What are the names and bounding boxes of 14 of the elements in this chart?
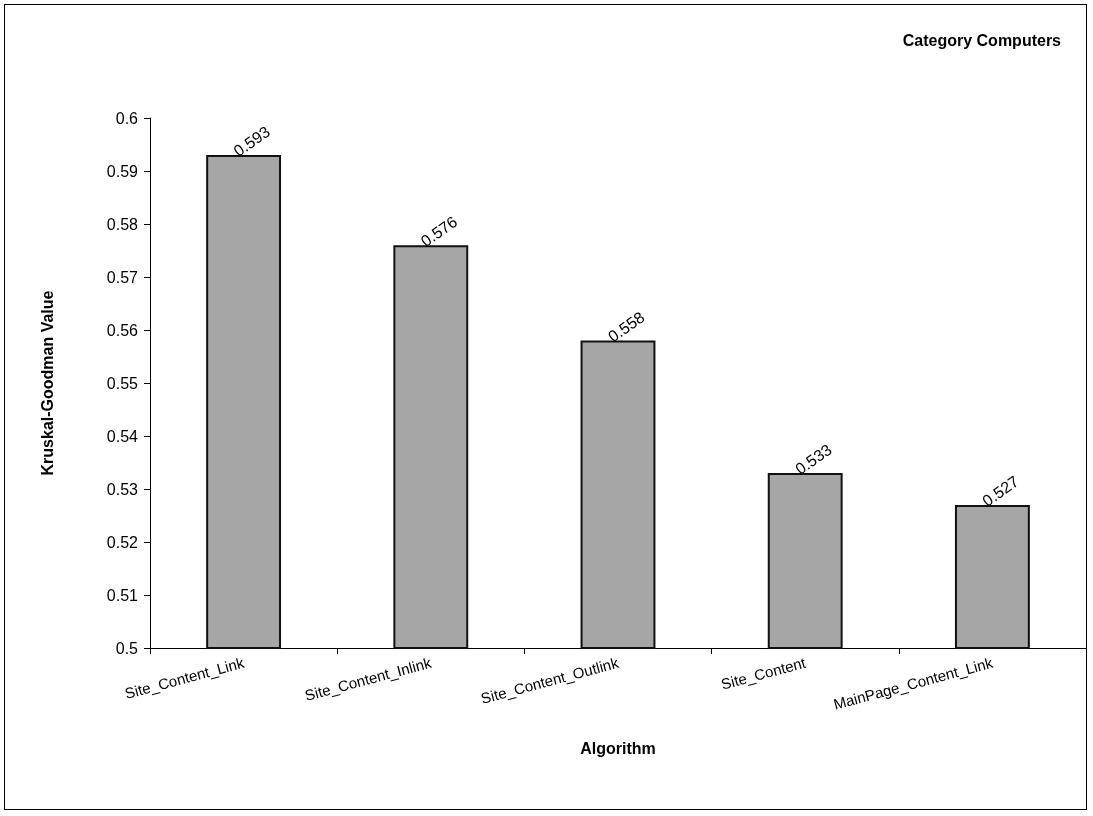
y-tick-label: 0.52 [106,533,139,551]
y-tick-label: 0.54 [106,427,139,445]
y-tick-label: 0.56 [106,321,139,339]
y-tick-label: 0.58 [106,215,139,233]
y-tick-label: 0.53 [106,480,139,498]
y-tick-label: 0.5 [115,639,139,657]
y-tick-label: 0.6 [115,109,139,127]
y-tick-label: 0.57 [106,268,139,286]
chart-title: Category Computers [902,31,1062,49]
y-tick-label: 0.59 [106,162,139,180]
x-axis-title: Algorithm [580,739,656,757]
y-tick-label: 0.51 [106,586,139,604]
y-tick-label: 0.55 [106,374,139,392]
y-axis-title: Kruskal-Goodman Value [38,290,56,476]
